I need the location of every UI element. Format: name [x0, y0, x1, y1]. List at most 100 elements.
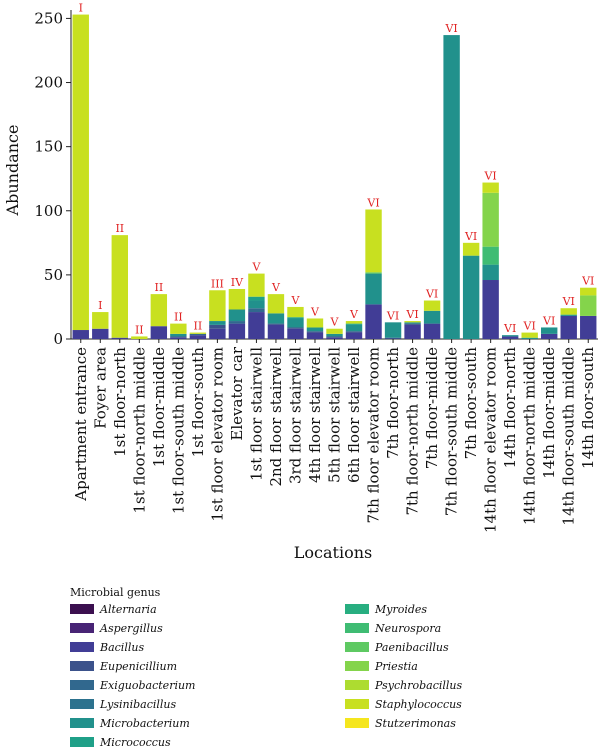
bar-segment	[365, 209, 382, 273]
legend-label: Staphylococcus	[375, 698, 462, 711]
legend-label: Bacillus	[99, 641, 144, 654]
group-label: VI	[483, 170, 496, 183]
legend-label: Eupenicillium	[99, 660, 177, 673]
legend-swatch	[345, 680, 369, 690]
x-tick-label: 1st floor-north middle	[130, 347, 148, 514]
bar-segment	[267, 324, 285, 339]
legend-label: Paenibacillus	[374, 641, 449, 654]
y-tick-label: 100	[34, 202, 63, 220]
x-tick-label: Foyer area	[91, 347, 109, 429]
bar-segment	[384, 337, 402, 339]
group-label: VI	[464, 230, 477, 243]
legend-label: Exiguobacterium	[99, 679, 195, 692]
bar-segment	[404, 321, 421, 323]
x-tick-label: 14th floor-south	[579, 347, 597, 469]
x-tick-label: 7th floor-south middle	[443, 347, 461, 516]
bar-segment	[462, 242, 480, 256]
x-tick-label: 6th floor stairwell	[345, 347, 363, 483]
bar-segment	[228, 323, 246, 339]
bar-segment	[248, 300, 265, 309]
legend-swatch	[345, 699, 369, 709]
bar-segment	[404, 323, 421, 325]
bar-segment	[248, 312, 265, 339]
bar-segment	[267, 323, 285, 325]
bar-segment	[287, 318, 304, 328]
y-tick-label: 200	[34, 74, 63, 92]
group-label: V	[271, 281, 281, 294]
group-label: V	[349, 308, 359, 321]
x-tick-label: 1st floor-middle	[150, 347, 168, 467]
legend-swatch	[70, 699, 94, 709]
bar-segment	[306, 331, 324, 333]
group-label: II	[154, 281, 163, 294]
bar-segment	[111, 235, 128, 338]
bar-segment	[209, 328, 226, 339]
bar-segment	[482, 280, 499, 339]
x-tick-label: 7th floor-south	[462, 347, 480, 460]
group-label: IV	[231, 276, 244, 289]
x-tick-label: 1st floor-south middle	[169, 347, 187, 514]
bar-segment	[443, 35, 460, 340]
legend-label: Micrococcus	[99, 736, 171, 749]
legend-label: Psychrobacillus	[374, 679, 462, 692]
x-tick-label: 7th floor-middle	[423, 347, 441, 469]
legend-swatch	[70, 623, 94, 633]
legend-title: Microbial genus	[70, 586, 161, 599]
bar-segment	[560, 314, 577, 316]
legend-swatch	[345, 604, 369, 614]
x-tick-label: 7th floor-north middle	[404, 347, 422, 516]
bar-segment	[482, 246, 499, 265]
x-tick-label: 1st floor-north	[111, 347, 129, 457]
bars	[72, 14, 597, 340]
x-tick-label: 1st floor elevator room	[208, 347, 226, 521]
bar-segment	[209, 290, 226, 322]
bar-segment	[228, 288, 246, 310]
bar-segment	[170, 336, 187, 338]
x-tick-label: 14th floor elevator room	[482, 347, 500, 533]
bar-segment	[345, 321, 363, 324]
bar-segment	[150, 294, 168, 327]
bar-segment	[404, 324, 421, 339]
bar-segment	[306, 332, 324, 339]
group-label: VI	[503, 322, 516, 335]
y-tick-label: 150	[34, 138, 63, 156]
legend-label: Priestia	[374, 660, 418, 673]
group-label: VI	[425, 288, 438, 301]
legend-swatch	[345, 661, 369, 671]
group-label: II	[115, 222, 124, 235]
bar-segment	[189, 332, 207, 334]
group-label: II	[194, 320, 203, 333]
group-label: VI	[581, 275, 594, 288]
group-label: I	[79, 2, 83, 15]
group-label: I	[98, 299, 102, 312]
legend-swatch	[345, 623, 369, 633]
bar-segment	[462, 255, 480, 339]
bar-segment	[345, 332, 363, 339]
bar-segment	[580, 315, 597, 339]
bar-segment	[189, 333, 207, 336]
bar-segment	[521, 332, 538, 338]
bar-segment	[170, 333, 187, 337]
bar-segment	[248, 296, 265, 301]
bar-segment	[345, 324, 363, 332]
bar-segment	[170, 337, 187, 339]
bar-segment	[92, 328, 109, 339]
bar-segment	[189, 335, 207, 339]
group-label: VI	[444, 22, 457, 35]
group-label: VI	[366, 196, 379, 209]
x-tick-label: 7th floor elevator room	[365, 347, 383, 523]
bar-segment	[365, 273, 382, 305]
x-tick-label: 1st floor stairwell	[247, 347, 265, 481]
bar-segment	[501, 336, 519, 339]
y-axis-title: Abundance	[3, 125, 22, 217]
bar-segment	[423, 323, 441, 339]
bar-segment	[170, 323, 187, 334]
bar-segment	[306, 327, 324, 332]
bar-segment	[482, 264, 499, 281]
bar-segment	[209, 321, 226, 325]
bar-segment	[209, 324, 226, 329]
x-tick-label: Apartment entrance	[72, 347, 90, 502]
group-label: VI	[386, 309, 399, 322]
